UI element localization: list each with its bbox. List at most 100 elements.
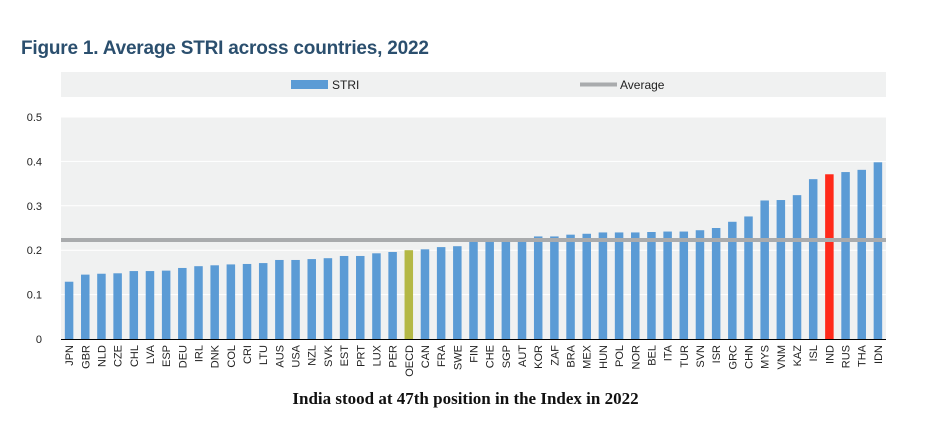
x-tick-label: THA <box>857 344 869 367</box>
bar-fra <box>436 247 446 339</box>
bar-zaf <box>550 236 559 339</box>
x-tick-label: CAN <box>420 345 432 368</box>
x-tick-label: ISL <box>808 345 820 362</box>
x-tick-label: JPN <box>64 345 76 366</box>
x-tick-label: PER <box>388 345 400 368</box>
bars <box>64 162 883 339</box>
x-tick-label: MYS <box>760 345 772 369</box>
bar-nor <box>631 232 640 339</box>
bar-kaz <box>792 195 802 339</box>
bar-idn <box>873 162 883 339</box>
bar-ita <box>663 231 672 339</box>
x-tick-label: CHE <box>485 345 497 368</box>
x-tick-label: ISR <box>711 345 723 363</box>
bar-svn <box>695 230 705 339</box>
x-tick-label: ITA <box>663 344 675 361</box>
bar-dnk <box>210 265 219 339</box>
x-tick-label: SVK <box>323 344 335 367</box>
x-tick-label: HUN <box>598 345 610 369</box>
x-tick-label: GRC <box>727 345 739 370</box>
x-tick-label: GBR <box>80 345 92 369</box>
x-tick-label: KOR <box>533 345 545 369</box>
x-tick-label: DNK <box>210 344 222 368</box>
legend-band <box>61 72 886 97</box>
bar-che <box>485 240 494 339</box>
x-tick-label: AUS <box>274 345 286 368</box>
bar-bel <box>647 231 656 339</box>
y-tick-label: 0.5 <box>27 112 42 124</box>
x-tick-label: OECD <box>404 345 416 377</box>
x-tick-label: VNM <box>776 345 788 369</box>
bar-tha <box>857 169 866 339</box>
bar-rus <box>841 172 850 339</box>
x-tick-label: MEX <box>582 344 594 369</box>
bar-jpn <box>64 281 74 339</box>
bar-chl <box>129 271 139 339</box>
bar-kor <box>533 236 543 339</box>
x-tick-label: CHN <box>744 345 756 369</box>
y-tick-label: 0.3 <box>27 201 42 213</box>
x-tick-label: LTU <box>258 345 270 365</box>
bar-cze <box>113 273 122 339</box>
bar-isr <box>711 228 721 339</box>
bar-gbr <box>81 274 90 339</box>
bar-grc <box>728 221 737 339</box>
x-tick-label: COL <box>226 345 238 368</box>
bar-ind <box>825 174 834 339</box>
x-tick-label: USA <box>291 344 303 367</box>
bar-col <box>226 264 236 339</box>
x-tick-label: FRA <box>436 344 448 367</box>
bar-prt <box>356 255 365 339</box>
x-tick-label: IND <box>824 345 836 364</box>
bar-ltu <box>258 263 268 339</box>
x-tick-label: CZE <box>113 345 125 367</box>
bar-pol <box>614 232 624 339</box>
chart-caption: India stood at 47th position in the Inde… <box>292 389 639 408</box>
x-tick-label: ZAF <box>549 345 561 366</box>
x-tick-label: KAZ <box>792 345 804 367</box>
bar-sgp <box>501 240 511 339</box>
y-tick-label: 0.4 <box>27 156 42 168</box>
x-tick-label: SVN <box>695 345 707 368</box>
bar-esp <box>161 270 171 339</box>
bar-cri <box>242 263 252 339</box>
legend-label-average: Average <box>620 78 665 92</box>
x-tick-label: NZL <box>307 345 319 366</box>
x-tick-label: SWE <box>452 345 464 370</box>
x-tick-label: SGP <box>501 345 513 368</box>
bar-hun <box>598 232 608 339</box>
bar-vnm <box>776 200 786 339</box>
x-tick-label: IDN <box>873 345 885 364</box>
x-axis-categories: JPN GBR NLD CZE CHL LVA ESP DEU IRL DNK COL CRI LTU A… <box>64 344 885 376</box>
bar-mys <box>760 200 769 339</box>
bar-lux <box>372 253 381 339</box>
bar-fin <box>469 241 478 339</box>
bar-nzl <box>307 259 316 339</box>
x-tick-label: DEU <box>177 345 189 368</box>
bar-bra <box>566 234 575 339</box>
x-tick-label: CRI <box>242 345 254 364</box>
chart-title: Figure 1. Average STRI across countries,… <box>21 38 429 59</box>
x-tick-label: LUX <box>371 344 383 366</box>
bar-deu <box>178 267 187 339</box>
x-tick-label: PRT <box>355 345 367 367</box>
bar-per <box>388 251 397 339</box>
x-tick-label: AUT <box>517 345 529 367</box>
bar-nld <box>97 273 106 339</box>
x-tick-label: BEL <box>646 345 658 366</box>
bar-chn <box>744 216 753 339</box>
bar-can <box>420 249 430 339</box>
bar-swe <box>453 246 462 339</box>
y-tick-label: 0 <box>36 334 42 346</box>
x-tick-label: LVA <box>145 344 157 364</box>
bar-lva <box>145 271 155 339</box>
bar-svk <box>323 258 333 339</box>
x-tick-label: TUR <box>679 345 691 368</box>
bar-irl <box>194 266 203 339</box>
bar-aus <box>275 259 284 339</box>
x-tick-label: EST <box>339 345 351 367</box>
x-tick-label: NOR <box>630 345 642 370</box>
bar-usa <box>291 259 300 339</box>
x-tick-label: ESP <box>161 345 173 367</box>
